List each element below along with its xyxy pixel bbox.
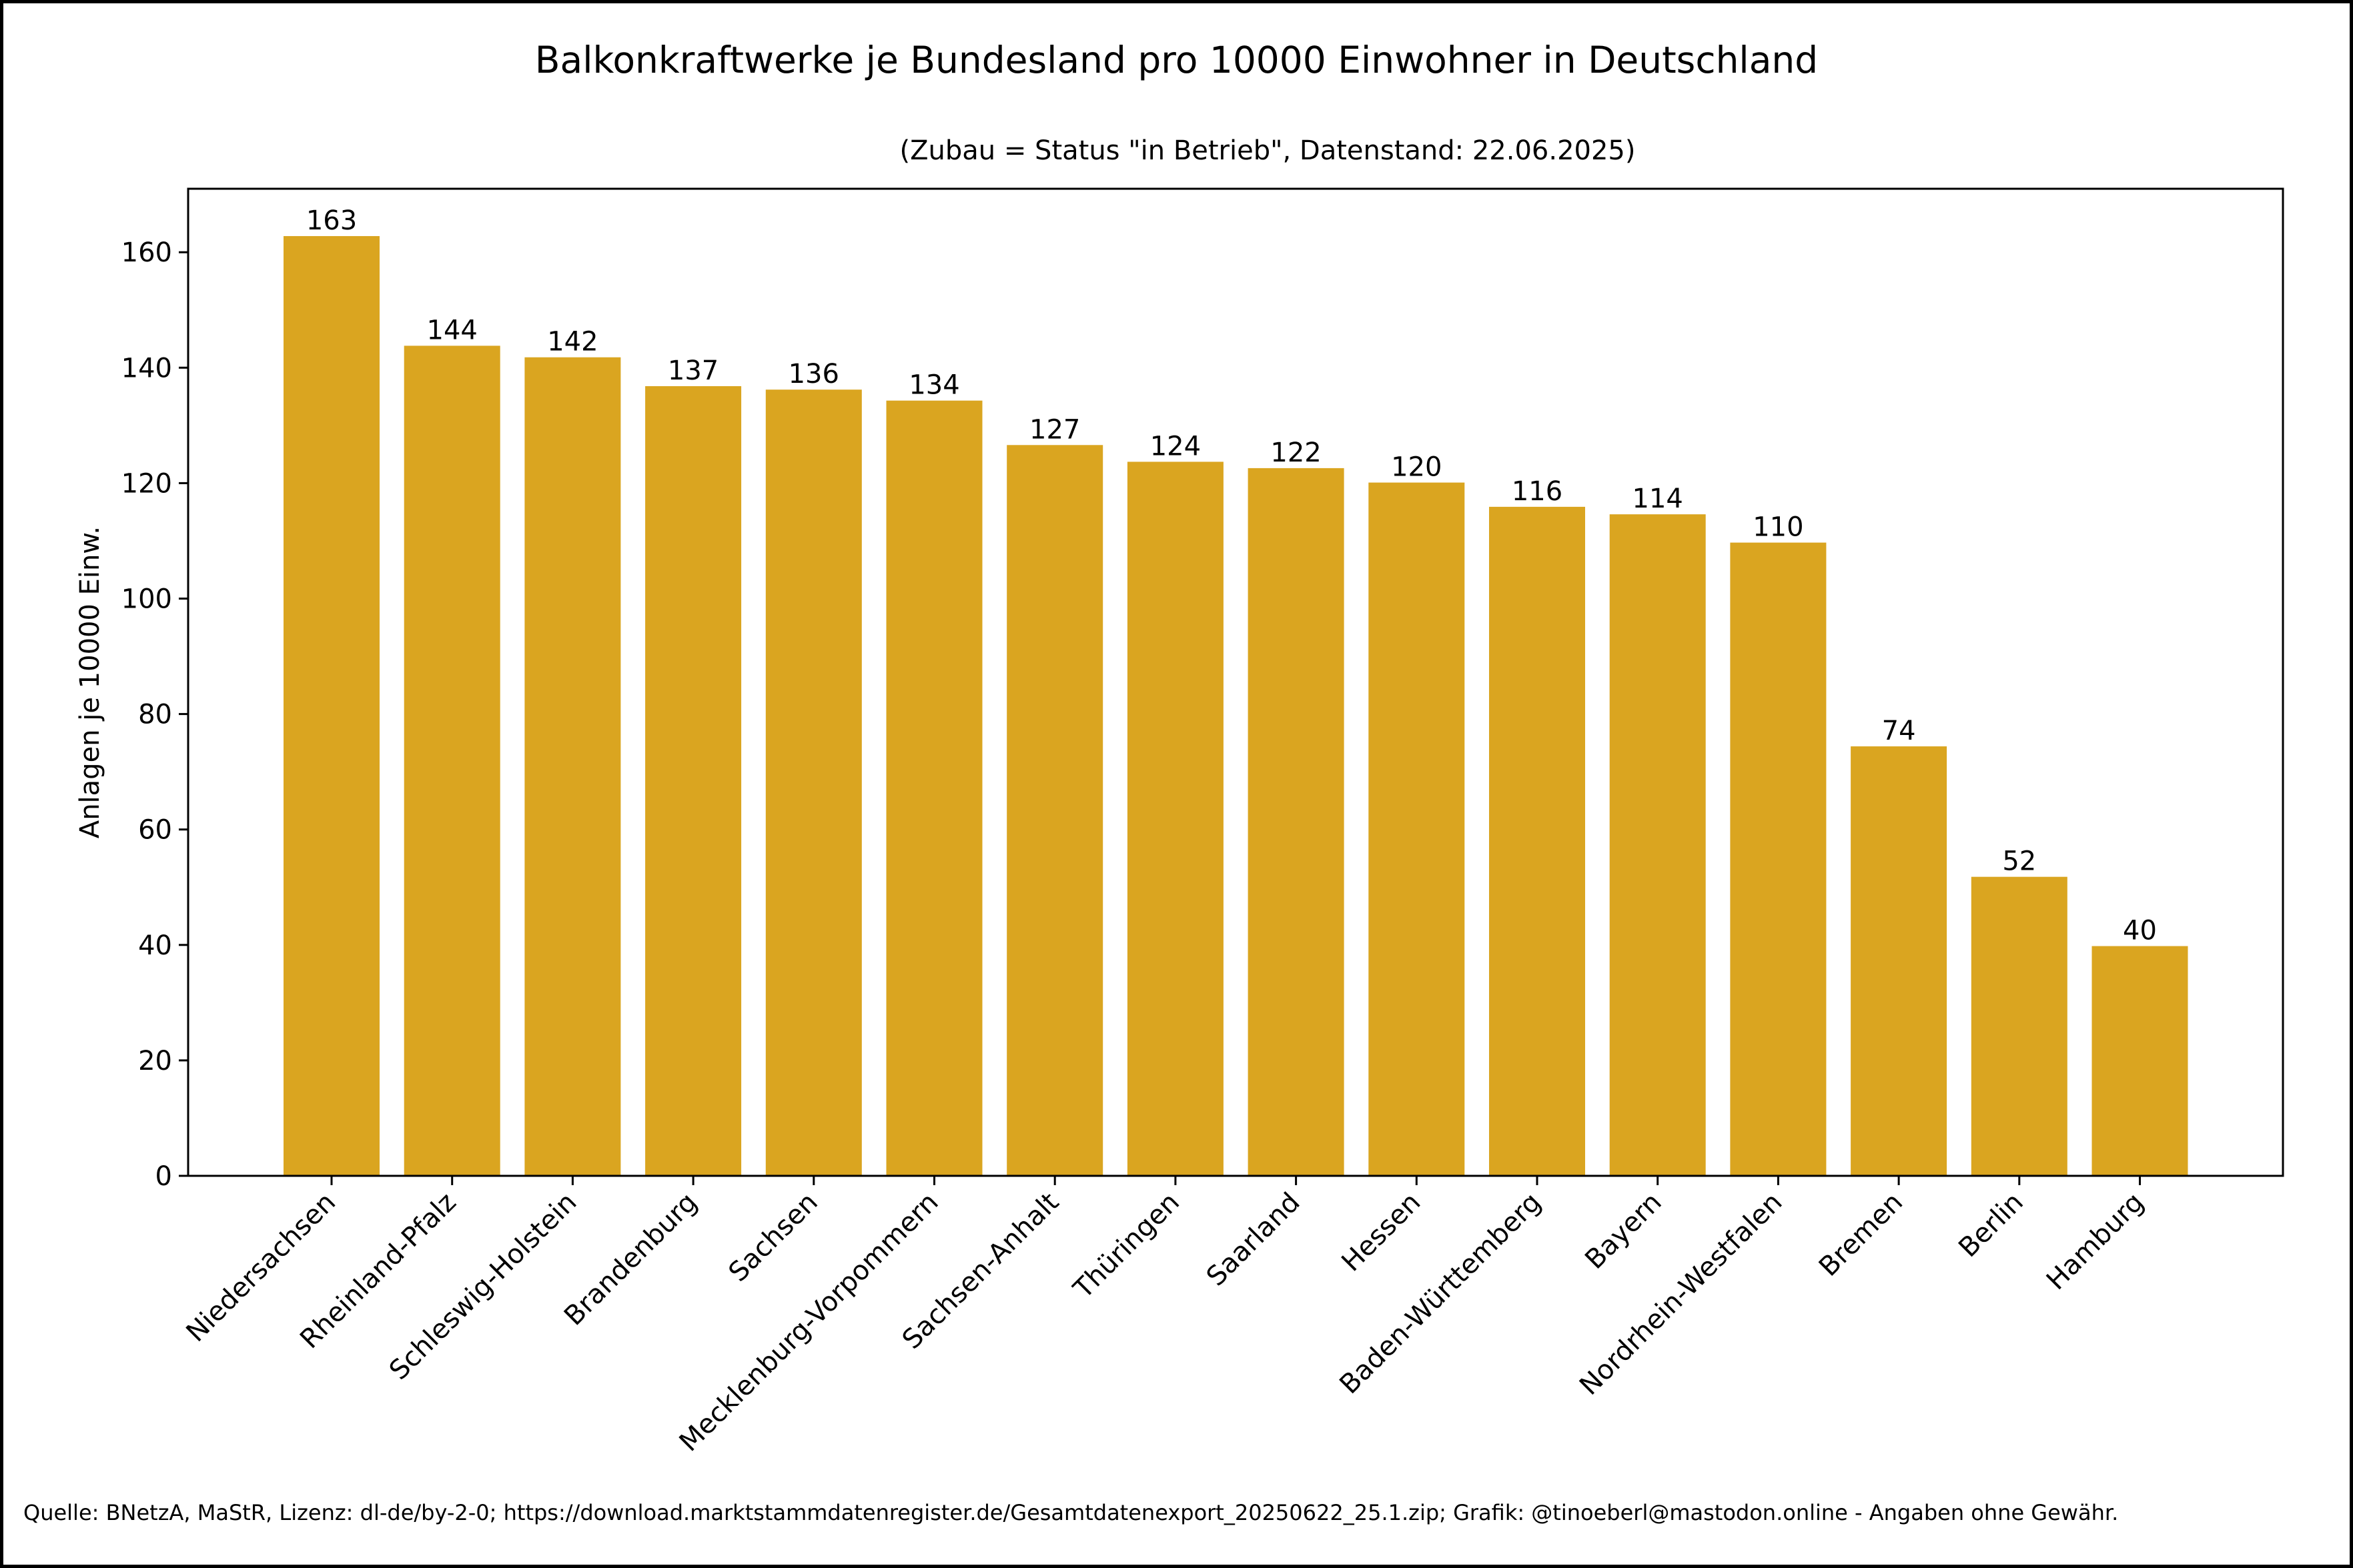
bar [1489,506,1585,1176]
x-tick-label: Sachsen [723,1187,824,1288]
y-tick-label: 20 [138,1046,172,1076]
bar [284,235,380,1177]
bar-value-label: 120 [1391,452,1442,483]
plot-area-frame [187,187,2284,1177]
x-tick-label: Berlin [1953,1187,2029,1264]
x-tick-label: Bayern [1579,1187,1667,1275]
bar-value-label: 52 [2002,846,2036,877]
bar-value-label: 116 [1512,476,1562,507]
bar [1007,445,1103,1176]
y-tick-label: 60 [138,815,172,846]
y-tick-label: 80 [138,700,172,730]
bar [1368,482,1465,1176]
bar [404,345,500,1176]
bar [645,386,742,1176]
y-tick-label: 140 [121,353,172,383]
x-tick-label: Hessen [1336,1187,1426,1278]
bar-value-label: 74 [1882,716,1916,746]
source-note: Quelle: BNetzA, MaStR, Lizenz: dl-de/by-… [23,1500,2119,1525]
bar [765,389,862,1176]
bar-value-label: 134 [909,370,959,401]
bar [1851,746,1947,1176]
x-tick-label: Saarland [1201,1187,1306,1293]
chart-title: Balkonkraftwerke je Bundesland pro 10000… [534,39,1819,81]
x-tick-label: Nordrhein-Westfalen [1574,1187,1788,1401]
bar [524,357,621,1177]
bar-value-label: 110 [1753,512,1803,543]
y-tick-label: 100 [121,584,172,615]
bar-value-label: 136 [789,359,839,389]
bar-value-label: 40 [2123,916,2157,946]
y-tick-label: 120 [121,468,172,499]
bar [886,400,983,1176]
bar-value-label: 127 [1029,414,1080,445]
x-tick-label: Mecklenburg-Vorpommern [674,1187,945,1458]
y-tick-label: 160 [121,237,172,268]
y-tick-label: 0 [155,1161,172,1192]
bar-value-label: 114 [1632,484,1683,514]
bar-value-label: 163 [306,205,357,236]
bar-value-label: 137 [668,355,719,386]
bar [2091,946,2188,1176]
bar [1609,514,1706,1176]
bar [1730,542,1827,1176]
bar-value-label: 124 [1150,431,1201,462]
y-tick-label: 40 [138,930,172,961]
bar [1248,468,1344,1176]
y-axis-label: Anlagen je 10000 Einw. [75,526,105,838]
bar [1127,462,1224,1176]
x-tick-label: Baden-Württemberg [1334,1187,1547,1401]
bar-value-label: 142 [547,327,598,357]
bar-value-label: 122 [1270,438,1321,468]
x-tick-label: Thüringen [1067,1187,1186,1305]
x-tick-label: Bremen [1813,1187,1909,1283]
chart-subtitle: (Zubau = Status "in Betrieb", Datenstand… [899,135,1636,166]
bar [1971,876,2067,1176]
x-tick-label: Hamburg [2041,1187,2150,1297]
bar-value-label: 144 [427,315,478,345]
